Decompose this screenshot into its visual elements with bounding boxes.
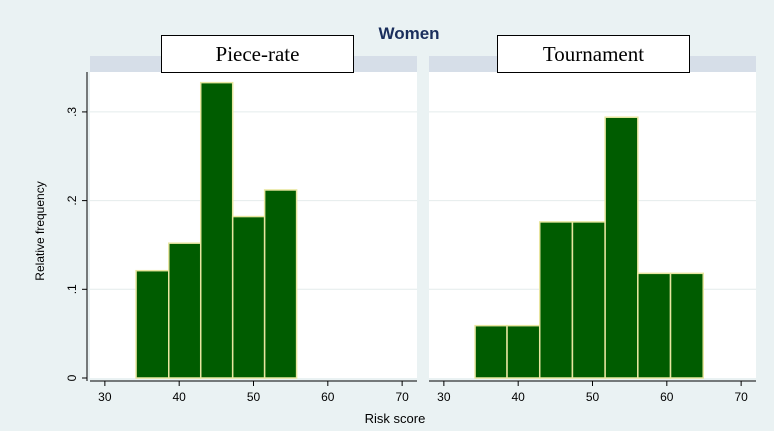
histogram-bar xyxy=(168,242,202,379)
panels-group: 30 40 50 60 70 0 .1 .2 .3 30 40 50 60 70 xyxy=(65,56,756,404)
x-tick-label: 30 xyxy=(98,390,112,404)
histogram-bar xyxy=(506,324,541,379)
x-tick-label: 30 xyxy=(437,390,451,404)
y-tick-label: 0 xyxy=(65,374,79,381)
histogram-bar xyxy=(231,215,266,379)
x-tick-label: 60 xyxy=(660,390,674,404)
x-tick-label: 50 xyxy=(247,390,261,404)
y-axis-label: Relative frequency xyxy=(33,181,47,280)
histogram-bar xyxy=(199,81,234,379)
histogram-bar xyxy=(604,116,639,379)
x-tick-label: 60 xyxy=(321,390,335,404)
panel-label-piece-rate: Piece-rate xyxy=(161,35,354,73)
histogram-bar xyxy=(571,221,606,379)
x-tick-label: 40 xyxy=(512,390,526,404)
histogram-bar xyxy=(538,221,574,379)
histogram-bar xyxy=(474,324,508,379)
x-tick-label: 70 xyxy=(395,390,409,404)
x-tick-label: 70 xyxy=(734,390,748,404)
histogram-bar xyxy=(637,272,672,379)
y-tick-label: .3 xyxy=(65,107,79,117)
histogram-bar xyxy=(135,269,170,379)
y-tick-label: .2 xyxy=(65,195,79,205)
chart-title: Women xyxy=(378,24,439,43)
histogram-bar xyxy=(669,272,704,379)
x-tick-label: 40 xyxy=(173,390,187,404)
x-tick-label: 50 xyxy=(586,390,600,404)
panel-label-tournament: Tournament xyxy=(497,35,690,73)
histogram-bar xyxy=(263,189,298,379)
x-axis-label: Risk score xyxy=(365,411,426,426)
y-tick-label: .1 xyxy=(65,284,79,294)
